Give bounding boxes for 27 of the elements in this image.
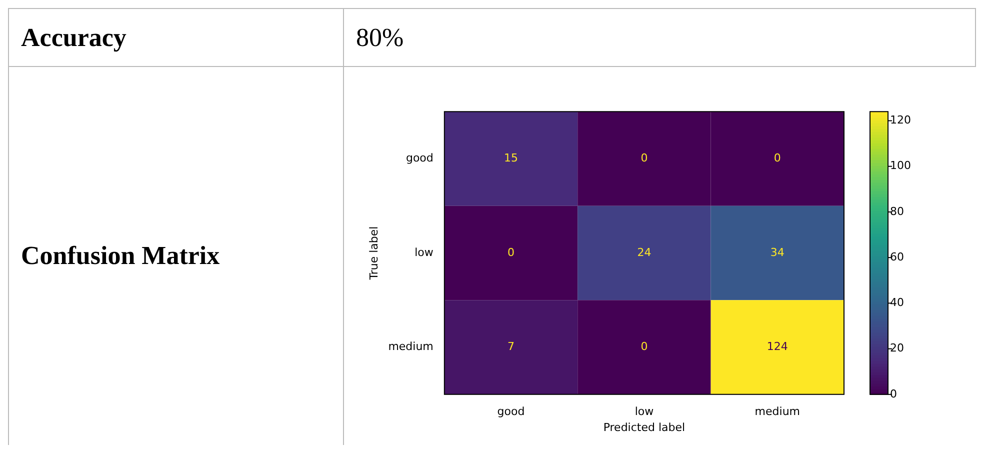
x-tick-label: low (634, 404, 654, 418)
data-label: 7 (508, 340, 515, 354)
y-tick-label: medium (388, 340, 434, 354)
data-label: 34 (770, 246, 784, 259)
text: 80% (344, 9, 976, 67)
color-bar-label: 40 (890, 296, 904, 310)
data-label: 0 (640, 340, 648, 354)
data-label: 24 (637, 246, 652, 259)
color-bar-label: 20 (890, 342, 904, 355)
data-label: 15 (504, 152, 518, 165)
x-tick-label: good (497, 404, 525, 418)
color-bar-label: 0 (890, 387, 897, 400)
data-label: 124 (766, 340, 788, 354)
data-label: 0 (774, 152, 781, 165)
data-label: 0 (508, 246, 515, 259)
text: Confusion Matrix (9, 67, 344, 445)
y-tick-label: low (414, 246, 434, 259)
y-tick-label: good (406, 152, 434, 165)
text: Accuracy (9, 9, 344, 67)
color-bar-label: 120 (890, 114, 911, 127)
color-bar-label: 60 (890, 250, 904, 264)
data-label: 0 (640, 152, 648, 165)
x-tick-label: medium (754, 404, 800, 418)
color-bar-label: 100 (890, 159, 911, 172)
color-bar-label: 80 (890, 204, 904, 218)
x-axis-title: Predicted label (603, 421, 686, 434)
y-axis-title: True label (367, 226, 380, 281)
